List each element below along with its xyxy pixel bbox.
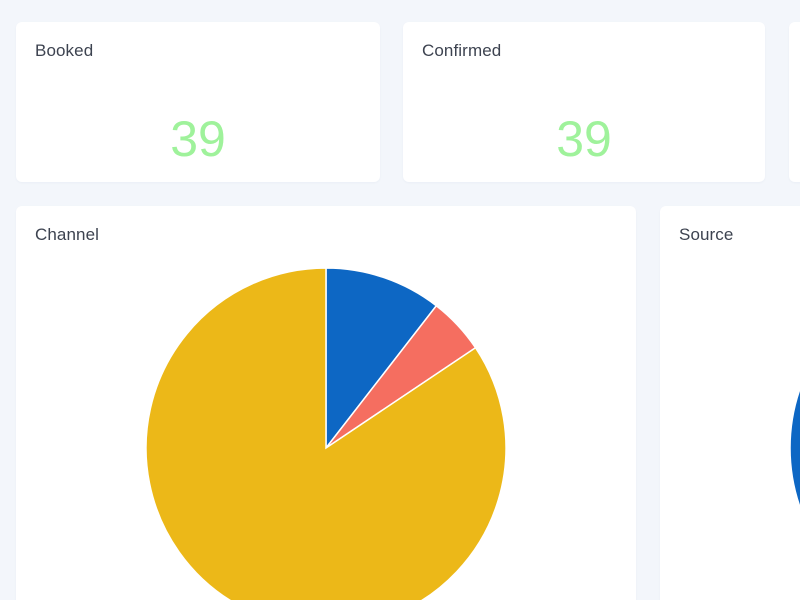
confirmed-value: 39 — [556, 111, 612, 167]
booked-card: Booked 39 — [16, 22, 380, 182]
booked-title: Booked — [35, 41, 94, 60]
source-title: Source — [679, 225, 734, 244]
channel-title: Channel — [35, 225, 100, 244]
third-metric-card — [789, 22, 800, 182]
source-pie-chart — [789, 268, 800, 600]
channel-pie-slice[interactable] — [145, 267, 507, 600]
source-pie-slice[interactable] — [789, 268, 800, 600]
confirmed-card: Confirmed 39 — [403, 22, 765, 182]
source-card: Source — [660, 206, 800, 600]
confirmed-title: Confirmed — [422, 41, 502, 60]
booked-value: 39 — [170, 111, 226, 167]
channel-card: Channel — [16, 206, 636, 600]
channel-pie-chart — [145, 267, 507, 600]
channel-pie-slice[interactable] — [325, 267, 438, 451]
